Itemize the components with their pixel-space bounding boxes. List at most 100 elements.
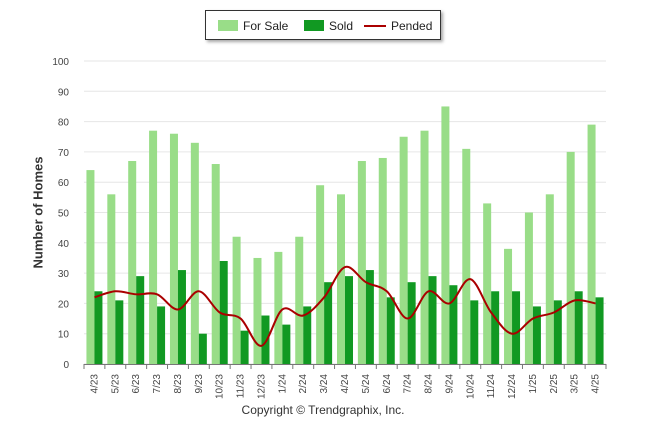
x-tick-label: 6/23 bbox=[131, 374, 142, 394]
x-tick-label: 5/23 bbox=[110, 374, 121, 394]
bar-sold bbox=[553, 300, 562, 364]
bar-sold bbox=[345, 276, 353, 364]
legend-swatch-for-sale bbox=[218, 20, 238, 31]
x-tick-label: 4/24 bbox=[340, 374, 351, 394]
bar-for-sale bbox=[462, 148, 471, 364]
bar-for-sale bbox=[232, 236, 241, 364]
y-tick-label: 90 bbox=[58, 87, 70, 98]
bar-for-sale bbox=[420, 130, 429, 364]
bar-for-sale bbox=[128, 160, 137, 364]
x-tick-label: 8/23 bbox=[173, 374, 184, 394]
bar-sold bbox=[407, 282, 416, 364]
bar-sold bbox=[115, 300, 124, 364]
bar-for-sale bbox=[441, 106, 450, 364]
y-tick-label: 70 bbox=[58, 148, 70, 159]
x-tick-label: 9/23 bbox=[194, 374, 205, 394]
bar-sold bbox=[365, 270, 374, 364]
bar-sold bbox=[177, 270, 186, 364]
bar-for-sale bbox=[483, 203, 492, 364]
legend-line-pended bbox=[364, 25, 386, 27]
x-tick-label: 4/25 bbox=[591, 374, 602, 394]
bar-sold bbox=[512, 291, 521, 364]
bar-for-sale bbox=[357, 160, 366, 364]
y-tick-label: 80 bbox=[58, 118, 70, 129]
legend-label-pended: Pended bbox=[391, 19, 433, 33]
bar-sold bbox=[240, 330, 249, 364]
legend-swatch-sold bbox=[304, 20, 324, 31]
legend-label-for-sale: For Sale bbox=[243, 19, 289, 33]
y-tick-label: 60 bbox=[58, 178, 70, 189]
x-tick-label: 8/24 bbox=[424, 374, 435, 394]
pended-line bbox=[94, 265, 596, 347]
y-tick-label: 10 bbox=[58, 330, 70, 341]
legend: For Sale Sold Pended bbox=[205, 10, 441, 40]
bar-for-sale bbox=[211, 164, 220, 364]
bar-for-sale bbox=[274, 251, 283, 364]
x-tick-label: 5/24 bbox=[361, 374, 372, 394]
y-tick-label: 30 bbox=[58, 269, 70, 280]
x-tick-label: 6/24 bbox=[382, 374, 393, 394]
bar-for-sale bbox=[190, 142, 199, 364]
x-tick-label: 7/23 bbox=[152, 374, 163, 394]
y-tick-label: 40 bbox=[58, 239, 70, 250]
bar-sold bbox=[282, 324, 291, 364]
legend-item-for-sale[interactable]: For Sale bbox=[218, 19, 288, 33]
y-tick-label: 100 bbox=[52, 57, 69, 68]
bar-for-sale bbox=[399, 136, 408, 364]
x-axis bbox=[83, 364, 607, 369]
bar-for-sale bbox=[504, 248, 513, 364]
bars bbox=[86, 106, 604, 364]
bar-sold bbox=[491, 291, 500, 364]
legend-label-sold: Sold bbox=[329, 19, 354, 33]
bar-sold bbox=[219, 260, 228, 364]
x-tick-label: 11/23 bbox=[236, 374, 247, 399]
bar-sold bbox=[595, 297, 604, 364]
x-tick-label: 3/25 bbox=[570, 374, 581, 394]
bar-for-sale bbox=[566, 151, 575, 364]
y-tick-label: 20 bbox=[58, 299, 70, 310]
bar-sold bbox=[449, 285, 458, 364]
bar-sold bbox=[261, 315, 270, 364]
y-axis-label: Number of Homes bbox=[30, 156, 46, 269]
y-tick-labels: 0 10 20 30 40 50 60 70 80 90 100 bbox=[52, 57, 69, 371]
x-tick-label: 10/23 bbox=[215, 374, 226, 399]
legend-item-pended[interactable]: Pended bbox=[364, 19, 432, 33]
bar-for-sale bbox=[169, 133, 178, 364]
bar-sold bbox=[532, 306, 541, 364]
copyright-footer: Copyright © Trendgraphix, Inc. bbox=[241, 403, 405, 417]
bar-for-sale bbox=[587, 124, 596, 364]
bar-sold bbox=[198, 333, 207, 364]
bar-sold bbox=[303, 306, 312, 364]
bar-sold bbox=[386, 297, 395, 364]
x-tick-label: 11/24 bbox=[486, 374, 497, 399]
bar-sold bbox=[157, 306, 166, 364]
bar-for-sale bbox=[337, 194, 345, 364]
bar-sold bbox=[470, 300, 479, 364]
bar-for-sale bbox=[316, 185, 325, 364]
x-tick-label: 2/25 bbox=[549, 374, 560, 394]
y-tick-label: 0 bbox=[63, 360, 69, 371]
bar-sold bbox=[324, 282, 333, 364]
bar-for-sale bbox=[86, 170, 95, 364]
x-tick-label: 10/24 bbox=[465, 374, 476, 399]
bar-for-sale bbox=[378, 157, 387, 364]
x-tick-label: 1/25 bbox=[528, 374, 539, 394]
bar-sold bbox=[574, 291, 583, 364]
x-tick-label: 12/24 bbox=[507, 374, 518, 399]
bar-for-sale bbox=[524, 212, 533, 364]
x-tick-label: 4/23 bbox=[89, 374, 100, 394]
bar-for-sale bbox=[149, 130, 158, 364]
x-tick-label: 2/24 bbox=[298, 374, 309, 394]
x-tick-label: 1/24 bbox=[277, 374, 288, 394]
bar-sold bbox=[94, 291, 103, 364]
bar-for-sale bbox=[545, 194, 554, 364]
x-tick-label: 12/23 bbox=[256, 374, 267, 399]
x-tick-labels: 4/23 5/23 6/23 7/23 8/23 9/23 10/23 11/23 12/23 1… bbox=[89, 374, 601, 399]
legend-item-sold[interactable]: Sold bbox=[304, 19, 353, 33]
bar-sold bbox=[136, 276, 145, 364]
y-tick-label: 50 bbox=[58, 209, 70, 220]
x-tick-label: 3/24 bbox=[319, 374, 330, 394]
bar-for-sale bbox=[253, 257, 262, 364]
x-tick-label: 9/24 bbox=[444, 374, 455, 394]
